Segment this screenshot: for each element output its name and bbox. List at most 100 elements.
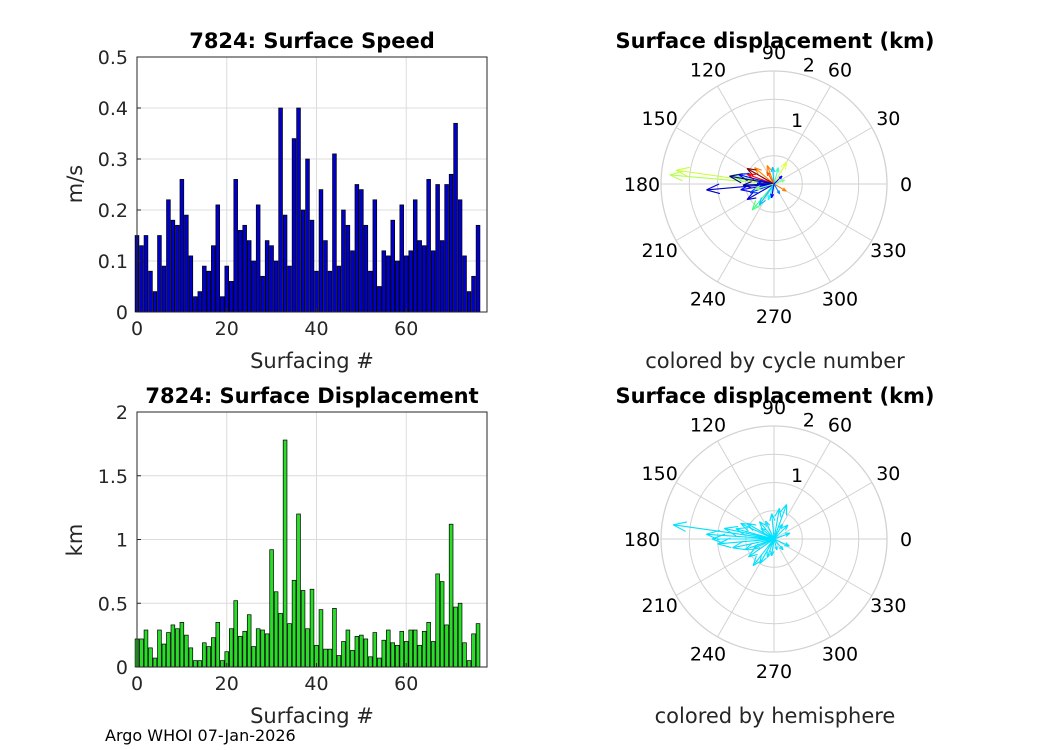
x-tick-label: 40 — [304, 673, 328, 695]
bar — [426, 179, 431, 313]
bar — [211, 637, 216, 668]
bar — [462, 255, 467, 313]
speed-xlabel: Surfacing # — [250, 349, 374, 373]
y-tick-label: 0 — [116, 302, 128, 324]
speed-ticks: 0 20 40 60 0 0.1 0.2 0.3 0.4 0.5 — [98, 47, 419, 340]
angle-tick-label: 120 — [690, 415, 726, 437]
bar — [372, 632, 378, 668]
angle-tick-label: 240 — [690, 288, 726, 310]
bar — [175, 224, 180, 313]
bar — [390, 219, 396, 313]
vector-arrow — [770, 166, 776, 185]
bar — [184, 214, 189, 313]
bar — [188, 647, 194, 668]
vector-arrow — [770, 183, 775, 199]
vector-arrow — [773, 538, 790, 547]
vector-arrow — [773, 161, 788, 185]
bar — [439, 581, 445, 668]
speed-panel: 7824: Surface Speed 0 20 40 60 0 0.1 0.2 0.3 0.4… — [63, 29, 488, 373]
vector-arrow — [765, 520, 775, 540]
bar — [318, 189, 324, 313]
y-tick-label: 0.4 — [98, 98, 128, 120]
bar — [466, 660, 472, 668]
bar — [193, 660, 198, 668]
vector-arrow — [758, 183, 775, 206]
bar — [224, 265, 229, 313]
bar — [215, 204, 221, 313]
vector-arrow — [754, 167, 775, 185]
bar — [439, 240, 445, 313]
bar — [237, 230, 243, 313]
x-tick-label: 20 — [215, 318, 239, 340]
vector-arrows — [669, 161, 788, 211]
bar — [403, 255, 409, 313]
bar — [475, 224, 481, 313]
bar — [206, 270, 212, 313]
bar — [211, 245, 216, 313]
vector-arrow — [766, 538, 775, 558]
y-tick-label: 1.5 — [98, 466, 128, 488]
bar — [318, 609, 324, 668]
bar — [390, 642, 396, 668]
bar — [430, 641, 436, 668]
polar-cycle-caption: colored by cycle number — [645, 349, 905, 373]
bar — [421, 245, 427, 313]
vector-arrow — [773, 179, 785, 185]
bar — [242, 224, 247, 313]
angle-tick-label: 90 — [762, 42, 786, 64]
displacement-bars — [134, 439, 481, 668]
bar — [399, 204, 404, 313]
bar — [296, 107, 301, 313]
vector-arrow — [773, 508, 782, 540]
bar — [157, 629, 162, 668]
bar — [359, 189, 364, 313]
bar — [246, 614, 252, 668]
polar-cycle-title: Surface displacement (km) — [615, 29, 934, 53]
displacement-ticks: 0 20 40 60 0 0.5 1 1.5 2 — [98, 402, 419, 695]
bar — [148, 270, 153, 313]
bar — [327, 270, 333, 313]
y-tick-label: 0.5 — [98, 593, 128, 615]
bar — [215, 622, 221, 668]
bar — [139, 638, 144, 668]
angle-tick-label: 0 — [900, 174, 912, 196]
bar — [395, 260, 400, 313]
bar — [139, 245, 144, 313]
y-tick-label: 0.2 — [98, 200, 128, 222]
bar — [323, 648, 328, 668]
bar — [412, 199, 418, 313]
polar-hemisphere-panel: Surface displacement (km) 0 30 60 90 120 150 1… — [615, 384, 934, 728]
vector-arrow — [732, 538, 775, 551]
bar — [417, 644, 422, 668]
angle-tick-label: 300 — [822, 643, 858, 665]
bar — [143, 629, 149, 668]
bar — [242, 630, 247, 668]
bar — [408, 629, 413, 668]
x-tick-label: 40 — [304, 318, 328, 340]
angle-tick-label: 210 — [642, 240, 678, 262]
bar — [179, 622, 185, 668]
bar — [435, 573, 440, 668]
bar — [386, 629, 391, 668]
bar — [197, 660, 203, 668]
bar — [350, 650, 355, 668]
speed-title: 7824: Surface Speed — [189, 29, 435, 53]
bar — [197, 291, 203, 313]
bar — [421, 630, 427, 668]
polar-hemisphere-caption: colored by hemisphere — [655, 704, 896, 728]
bar — [237, 636, 243, 668]
bar — [412, 629, 418, 668]
bar — [368, 270, 373, 313]
angle-tick-label: 330 — [870, 240, 906, 262]
bar — [287, 623, 292, 668]
vector-arrow — [759, 538, 775, 564]
bar — [448, 523, 454, 668]
bar — [152, 657, 158, 668]
angle-tick-label: 150 — [642, 108, 678, 130]
angle-tick-label: 120 — [690, 60, 726, 82]
bar — [475, 623, 481, 668]
bar — [430, 250, 436, 313]
angle-tick-label: 270 — [756, 306, 792, 328]
bar — [300, 590, 306, 668]
bar — [309, 588, 315, 668]
